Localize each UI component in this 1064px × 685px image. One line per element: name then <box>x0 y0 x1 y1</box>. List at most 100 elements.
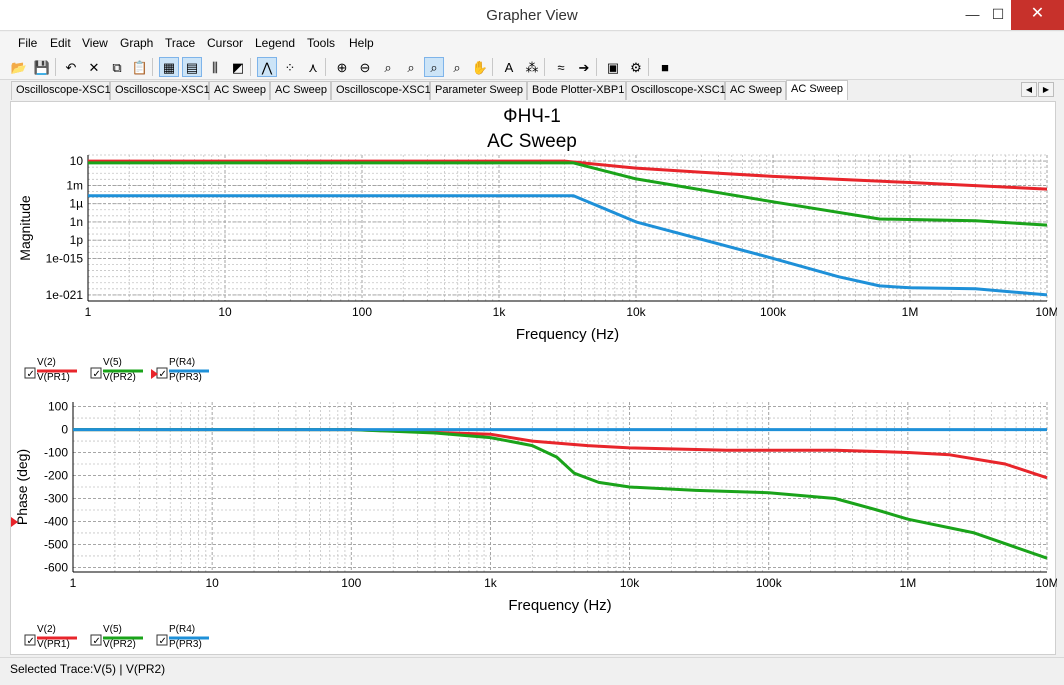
y-tick-label: 0 <box>61 423 68 437</box>
legend-label-top: V(5) <box>103 357 122 368</box>
tab-bar: ◀ ▶ Oscilloscope-XSC1 Oscilloscope-XSC1 AC… <box>0 80 1064 100</box>
points-icon[interactable]: ⁘ <box>284 59 296 75</box>
tab-parameter-sweep[interactable]: Parameter Sweep <box>430 81 527 100</box>
x-tick-label: 100 <box>352 305 372 319</box>
cut-icon[interactable]: ✕ <box>88 59 100 75</box>
lines-icon[interactable]: ⋀ <box>257 57 277 77</box>
legend-label-top: P(R4) <box>169 624 195 635</box>
toolbar-separator <box>596 58 597 76</box>
y-tick-label: 1µ <box>69 197 83 211</box>
pan-icon[interactable]: ✋ <box>471 59 489 75</box>
tab-oscilloscope-xsc1[interactable]: Oscilloscope-XSC1 <box>626 81 726 100</box>
x-tick-label: 10k <box>620 576 640 590</box>
toolbar-separator <box>492 58 493 76</box>
zoom-full-icon[interactable]: ⌕ <box>424 57 444 77</box>
chart-subtitle: AC Sweep <box>487 131 577 152</box>
y-tick-label: 10 <box>70 154 84 168</box>
menu-file[interactable]: File <box>18 36 38 50</box>
legend-icon[interactable]: ▤ <box>182 57 202 77</box>
tab-ac-sweep[interactable]: AC Sweep <box>725 81 786 100</box>
x-tick-label: 10M <box>1035 576 1057 590</box>
y-tick-label: -200 <box>44 469 68 483</box>
menu-view[interactable]: View <box>82 36 108 50</box>
check-icon: ✓ <box>159 636 167 647</box>
text-icon[interactable]: A <box>504 59 514 75</box>
legend-checkbox <box>24 367 36 379</box>
copy-icon[interactable]: ⧉ <box>112 59 122 75</box>
print-icon[interactable]: ▣ <box>606 59 620 75</box>
window-title: Grapher View <box>486 7 578 24</box>
y-tick-label: -500 <box>44 537 68 551</box>
toolbar: 📂 💾 ↶ ✕ ⧉ 📋 ▦ ▤ ⫼ ◩ ⋀ ⁘ ⋏ ⊕ ⊖ ⌕ ⌕ ⌕ ⌕ ✋ A ⁂ ≈ ➔ ▣ ⚙ ■ <box>0 54 1064 80</box>
y-tick-label: -600 <box>44 560 68 574</box>
title-bar: Grapher View — ☐ ✕ <box>0 0 1064 31</box>
undo-icon[interactable]: ↶ <box>65 59 77 75</box>
x-tick-label: 1k <box>493 305 507 319</box>
legend-label-bottom: V(PR2) <box>103 372 136 383</box>
legend-label-top: V(5) <box>103 624 122 635</box>
legend-label-bottom: V(PR1) <box>37 639 70 650</box>
series-line-blue <box>88 194 1048 297</box>
x-tick-label: 100k <box>760 305 787 319</box>
chart-title: ФНЧ-1 <box>503 106 561 127</box>
tab-ac-sweep[interactable]: AC Sweep <box>270 81 331 100</box>
menu-bar: File Edit View Graph Trace Cursor Legend… <box>0 32 1064 54</box>
tab-oscilloscope-xsc1[interactable]: Oscilloscope-XSC1 <box>11 81 111 100</box>
overlay-icon[interactable]: ◩ <box>231 59 245 75</box>
menu-cursor[interactable]: Cursor <box>207 36 244 50</box>
legend-checkbox <box>24 634 36 646</box>
menu-graph[interactable]: Graph <box>120 36 154 50</box>
tab-oscilloscope-xsc1[interactable]: Oscilloscope-XSC1 <box>110 81 210 100</box>
zoom-x-icon[interactable]: ⌕ <box>407 59 415 75</box>
menu-edit[interactable]: Edit <box>50 36 71 50</box>
trace-icon[interactable]: ≈ <box>557 59 565 75</box>
minimize-icon[interactable]: — <box>965 6 980 22</box>
save-icon[interactable]: 💾 <box>33 59 51 75</box>
tab-scroll-left-icon[interactable]: ◀ <box>1021 82 1037 97</box>
grid-icon[interactable]: ▦ <box>159 57 179 77</box>
y-tick-label: -300 <box>44 491 68 505</box>
tab-ac-sweep[interactable]: AC Sweep <box>786 80 848 100</box>
series-line-green <box>73 428 1048 560</box>
properties-icon[interactable]: ⚙ <box>630 59 642 75</box>
menu-legend[interactable]: Legend <box>255 36 296 50</box>
zoom-area-icon[interactable]: ⌕ <box>384 59 392 75</box>
zoom-y-icon[interactable]: ⌕ <box>453 59 461 75</box>
legend-label-bottom: V(PR1) <box>37 372 70 383</box>
x-tick-label: 10 <box>205 576 219 590</box>
maximize-icon[interactable]: ☐ <box>991 6 1005 22</box>
check-icon: ✓ <box>93 636 101 647</box>
tab-scroll-right-icon[interactable]: ▶ <box>1038 82 1054 97</box>
tab-ac-sweep[interactable]: AC Sweep <box>209 81 270 100</box>
check-icon: ✓ <box>93 369 101 380</box>
y-tick-label: 1p <box>70 233 84 247</box>
x-tick-label: 1M <box>900 576 917 590</box>
legend-checkbox <box>156 634 168 646</box>
x-tick-label: 1 <box>85 305 92 319</box>
paste-icon[interactable]: 📋 <box>131 59 149 75</box>
check-icon: ✓ <box>27 636 35 647</box>
tab-oscilloscope-xsc1[interactable]: Oscilloscope-XSC1 <box>331 81 431 100</box>
menu-trace[interactable]: Trace <box>165 36 196 50</box>
lines-points-icon[interactable]: ⋏ <box>308 59 318 75</box>
tab-bode-plotter-xbp1[interactable]: Bode Plotter-XBP1 <box>527 81 626 100</box>
export-icon[interactable]: ➔ <box>578 59 590 75</box>
x-tick-label: 1k <box>484 576 498 590</box>
open-icon[interactable]: 📂 <box>10 59 28 75</box>
trace-marker-icon <box>151 369 158 379</box>
legend-label-top: P(R4) <box>169 357 195 368</box>
label-icon[interactable]: ⁂ <box>525 59 539 75</box>
toolbar-separator <box>152 58 153 76</box>
x-tick-label: 100 <box>341 576 361 590</box>
zoom-in-icon[interactable]: ⊕ <box>336 59 348 75</box>
close-icon[interactable]: ✕ <box>1011 0 1064 30</box>
graph-panel: ФНЧ-1 AC Sweep 1 10 100 1k 10k 100k 1M 10M 10 1m 1µ 1… <box>10 101 1059 656</box>
y-axis-label: Magnitude <box>17 195 33 261</box>
y-tick-label: -400 <box>44 514 68 528</box>
cursors-icon[interactable]: ⫼ <box>212 59 218 75</box>
menu-tools[interactable]: Tools <box>307 36 336 50</box>
zoom-out-icon[interactable]: ⊖ <box>359 59 371 75</box>
stop-icon[interactable]: ■ <box>661 59 669 75</box>
menu-help[interactable]: Help <box>349 36 374 50</box>
